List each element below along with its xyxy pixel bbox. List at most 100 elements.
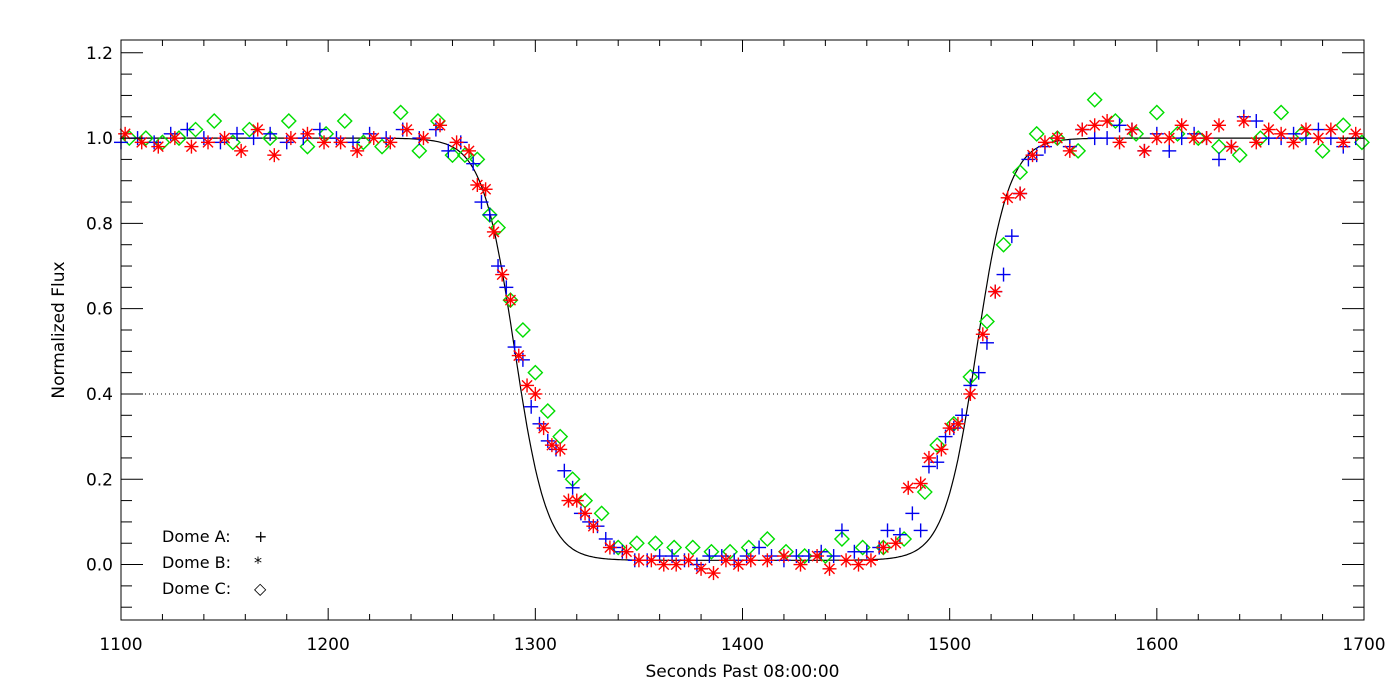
data-point-asterisk bbox=[536, 421, 551, 436]
x-tick-label: 1600 bbox=[1135, 635, 1178, 655]
data-point-asterisk bbox=[449, 135, 464, 150]
tick-labels-layer: 1100 1200 1300 1400 1500 1600 1700 0.0 0.2 0.4 0.6… bbox=[86, 44, 1386, 655]
data-point-plus bbox=[474, 195, 489, 210]
data-point-asterisk bbox=[631, 553, 646, 568]
data-point-plus bbox=[1004, 229, 1019, 244]
data-point-diamond bbox=[1353, 134, 1370, 151]
data-point-asterisk bbox=[718, 553, 733, 568]
data-point-asterisk bbox=[731, 557, 746, 572]
data-point-asterisk bbox=[486, 224, 501, 239]
legend-entry-dome-b: Dome B: bbox=[162, 553, 231, 572]
data-point-diamond bbox=[527, 364, 544, 381]
data-point-asterisk bbox=[988, 284, 1003, 299]
data-point-asterisk bbox=[511, 348, 526, 363]
data-point-asterisk bbox=[383, 135, 398, 150]
data-point-plus bbox=[1087, 131, 1102, 146]
data-point-plus bbox=[1174, 131, 1189, 146]
data-point-asterisk bbox=[462, 143, 477, 158]
data-point-asterisk bbox=[283, 131, 298, 146]
data-point-asterisk bbox=[118, 126, 133, 141]
legend-marker-plus-icon: + bbox=[254, 527, 267, 546]
data-point-asterisk bbox=[863, 553, 878, 568]
data-point-asterisk bbox=[1274, 126, 1289, 141]
data-point-asterisk bbox=[1174, 118, 1189, 133]
data-point-asterisk bbox=[1124, 122, 1139, 137]
y-tick-label: 1.2 bbox=[86, 44, 113, 64]
data-point-asterisk bbox=[950, 416, 965, 431]
data-point-diamond bbox=[1070, 142, 1087, 159]
data-point-plus bbox=[913, 523, 928, 538]
data-point-asterisk bbox=[433, 118, 448, 133]
data-point-asterisk bbox=[1062, 143, 1077, 158]
data-points-layer bbox=[114, 91, 1370, 581]
data-point-plus bbox=[905, 506, 920, 521]
data-point-diamond bbox=[647, 535, 664, 552]
data-point-asterisk bbox=[760, 553, 775, 568]
data-point-asterisk bbox=[963, 386, 978, 401]
data-point-asterisk bbox=[1261, 122, 1276, 137]
legend-entry-dome-c: Dome C: bbox=[162, 579, 231, 598]
data-point-plus bbox=[826, 549, 841, 564]
axis-ticks-layer bbox=[120, 40, 1365, 620]
legend: Dome A: Dome B: Dome C: + * ◇ bbox=[162, 527, 267, 598]
y-tick-label: 0.8 bbox=[86, 214, 113, 234]
data-point-diamond bbox=[722, 543, 739, 560]
data-point-asterisk bbox=[822, 561, 837, 576]
data-point-plus bbox=[180, 122, 195, 137]
data-point-asterisk bbox=[217, 131, 232, 146]
data-point-asterisk bbox=[1336, 135, 1351, 150]
x-tick-label: 1200 bbox=[307, 635, 350, 655]
data-point-asterisk bbox=[743, 553, 758, 568]
data-point-asterisk bbox=[851, 557, 866, 572]
data-point-plus bbox=[1249, 114, 1264, 129]
data-point-asterisk bbox=[234, 143, 249, 158]
data-point-plus bbox=[482, 207, 497, 222]
data-point-plus bbox=[557, 463, 572, 478]
data-point-asterisk bbox=[1162, 131, 1177, 146]
data-point-asterisk bbox=[478, 182, 493, 197]
data-point-asterisk bbox=[1025, 148, 1040, 163]
data-point-asterisk bbox=[503, 293, 518, 308]
data-point-plus bbox=[312, 122, 327, 137]
data-point-asterisk bbox=[681, 553, 696, 568]
data-point-asterisk bbox=[793, 557, 808, 572]
data-point-asterisk bbox=[1298, 122, 1313, 137]
data-point-asterisk bbox=[888, 536, 903, 551]
data-point-asterisk bbox=[1087, 118, 1102, 133]
data-point-diamond bbox=[514, 322, 531, 338]
data-point-asterisk bbox=[267, 148, 282, 163]
y-tick-label: 0.0 bbox=[86, 556, 113, 576]
x-tick-label: 1100 bbox=[99, 635, 142, 655]
data-point-asterisk bbox=[1211, 118, 1226, 133]
data-point-asterisk bbox=[1311, 131, 1326, 146]
data-point-diamond bbox=[1231, 147, 1248, 164]
data-point-plus bbox=[1112, 118, 1127, 133]
data-point-asterisk bbox=[810, 549, 825, 564]
data-point-asterisk bbox=[578, 506, 593, 521]
data-point-diamond bbox=[336, 113, 353, 130]
data-point-diamond bbox=[703, 543, 720, 560]
data-point-asterisk bbox=[317, 135, 332, 150]
data-point-diamond bbox=[241, 121, 258, 138]
data-point-asterisk bbox=[669, 557, 684, 572]
data-point-diamond bbox=[995, 236, 1012, 253]
y-tick-label: 1.0 bbox=[86, 129, 113, 149]
data-point-diamond bbox=[262, 130, 279, 147]
data-point-asterisk bbox=[1013, 186, 1028, 201]
data-point-plus bbox=[499, 280, 514, 295]
data-point-asterisk bbox=[350, 143, 365, 158]
data-point-plus bbox=[230, 126, 245, 141]
data-point-plus bbox=[263, 126, 278, 141]
data-point-asterisk bbox=[300, 126, 315, 141]
legend-marker-diamond-icon: ◇ bbox=[254, 579, 267, 598]
data-point-diamond bbox=[187, 121, 204, 138]
data-point-asterisk bbox=[876, 540, 891, 555]
data-point-plus bbox=[834, 523, 849, 538]
data-point-diamond bbox=[1273, 104, 1290, 121]
x-tick-label: 1400 bbox=[721, 635, 764, 655]
data-point-diamond bbox=[392, 104, 409, 121]
data-point-asterisk bbox=[553, 442, 568, 457]
data-point-asterisk bbox=[1100, 114, 1115, 129]
data-point-plus bbox=[1100, 131, 1115, 146]
data-point-asterisk bbox=[1037, 135, 1052, 150]
